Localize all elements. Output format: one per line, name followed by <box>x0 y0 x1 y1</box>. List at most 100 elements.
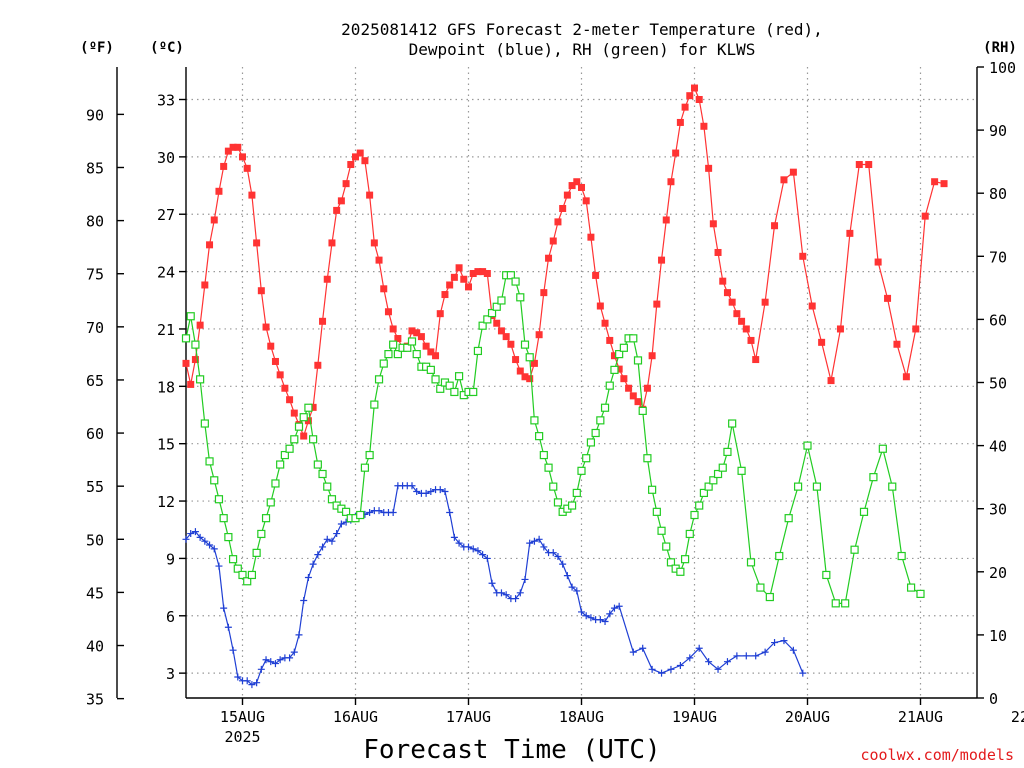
rh-point <box>261 514 271 523</box>
temperature-point <box>394 335 402 343</box>
rh-point <box>831 599 840 608</box>
temperature-point <box>634 398 642 406</box>
dewpoint-point <box>182 535 190 543</box>
rh-point <box>567 501 577 510</box>
dewpoint-point <box>446 509 454 517</box>
temperature-point <box>281 384 289 392</box>
temperature-point <box>215 187 223 195</box>
temperature-point <box>582 197 590 205</box>
temperature-point <box>681 103 689 111</box>
rh-point <box>638 406 647 415</box>
temperature-point <box>502 333 510 341</box>
rh-point <box>327 495 337 504</box>
rh-point <box>294 422 304 431</box>
rh-point <box>445 381 454 390</box>
rh-point <box>299 413 308 422</box>
dewpoint-point <box>210 545 218 553</box>
temperature-point <box>314 361 322 369</box>
temperature-point <box>714 248 722 256</box>
dewpoint-point <box>676 661 684 669</box>
rh-point <box>756 583 765 592</box>
temperature-point <box>210 216 218 224</box>
temperature-point <box>629 392 637 400</box>
rh-point <box>586 438 596 447</box>
dewpoint-point <box>596 616 604 624</box>
rh-tick-label: 30 <box>989 501 1007 519</box>
dewpoint-point <box>615 602 623 610</box>
dewpoint-point <box>483 554 491 562</box>
dewpoint-point <box>333 530 341 538</box>
temperature-point <box>304 417 312 425</box>
dewpoint-point <box>582 612 590 620</box>
dewpoint-point <box>262 656 270 664</box>
rh-tick-label: 10 <box>989 627 1007 645</box>
rh-point <box>200 419 209 428</box>
temperature-point <box>789 168 797 176</box>
rh-point <box>403 343 412 352</box>
temperature-point <box>432 352 440 360</box>
x-axis-label: Forecast Time (UTC) <box>363 735 660 765</box>
temperature-point <box>648 352 656 360</box>
rh-point <box>888 482 897 491</box>
temperature-point <box>855 161 863 169</box>
dewpoint-point <box>224 623 232 631</box>
temperature-point <box>573 178 581 186</box>
rh-point <box>633 356 643 365</box>
dewpoint-point <box>516 589 524 597</box>
dewpoint-point <box>257 665 265 673</box>
temperature-point <box>643 384 651 392</box>
rh-point <box>906 583 916 592</box>
fahrenheit-tick-label: 75 <box>86 266 104 284</box>
rh-point <box>374 375 384 384</box>
rh-point <box>737 466 746 475</box>
temperature-point <box>497 327 505 335</box>
rh-point <box>487 308 497 318</box>
dewpoint-point <box>319 543 327 551</box>
rh-point <box>454 372 464 381</box>
rh-point <box>356 510 365 520</box>
celsius-tick-label: 21 <box>157 321 175 339</box>
temperature-point <box>625 384 633 392</box>
celsius-tick-label: 9 <box>166 550 175 568</box>
rh-point <box>233 564 242 573</box>
dewpoint-point <box>658 669 666 677</box>
temperature-point <box>474 268 482 276</box>
temperature-point <box>465 283 472 291</box>
tick-labels: 3 6 9 12 15 18 21 24 27 30 33 35 40 45 50 55 60 65 70 75 80 8… <box>86 59 1024 746</box>
rh-point <box>629 334 638 343</box>
rh-point <box>591 428 600 438</box>
rh-point <box>191 340 200 349</box>
rh-tick-label: 80 <box>989 185 1007 203</box>
temperature-point <box>191 356 199 364</box>
rh-point <box>605 381 614 390</box>
dewpoint-point <box>337 520 345 528</box>
temperature-point <box>799 252 807 260</box>
temperature-point <box>483 270 491 278</box>
dewpoint-point <box>413 487 421 495</box>
temperature-point <box>455 264 463 272</box>
rh-point <box>600 403 610 412</box>
dewpoint-point <box>375 507 383 515</box>
rh-point <box>280 450 289 460</box>
temperature-point <box>596 302 604 310</box>
temperature-point <box>742 325 750 333</box>
temperature-point <box>658 256 666 264</box>
rh-point <box>530 416 539 425</box>
x-tick-label: 18AUG <box>559 708 604 726</box>
rh-point <box>450 387 459 397</box>
temperature-point <box>592 271 600 279</box>
temperature-point <box>375 256 383 264</box>
temperature-point <box>352 153 359 161</box>
rh-point <box>370 400 379 409</box>
temperature-point <box>700 122 708 130</box>
temperature-point <box>337 197 345 205</box>
x-tick-label: 16AUG <box>333 708 378 726</box>
dewpoint-point <box>304 574 312 582</box>
x-tick-label: 21AUG <box>898 708 943 726</box>
dewpoint-point <box>295 631 303 639</box>
dewpoint-point <box>309 560 317 568</box>
rh-point <box>426 365 435 374</box>
dewpoint-point <box>276 656 284 664</box>
rh-point <box>257 529 266 539</box>
temperature-point <box>300 432 308 440</box>
